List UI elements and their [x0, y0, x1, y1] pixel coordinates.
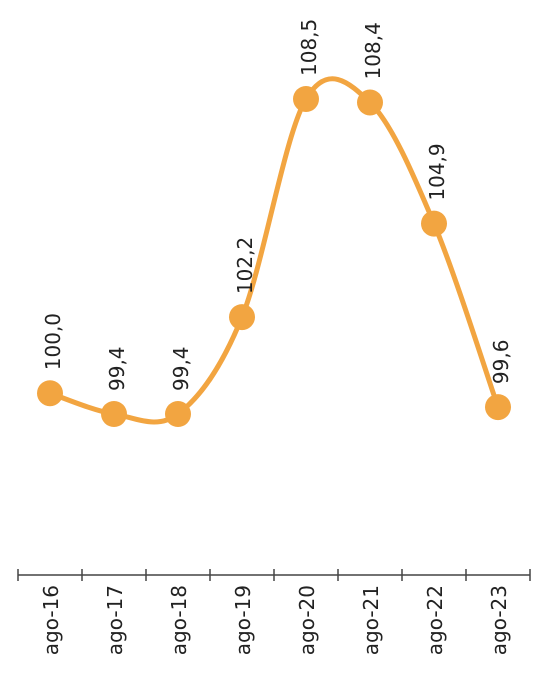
data-label: 108,5: [297, 19, 321, 76]
data-point: [357, 89, 383, 116]
data-label: 99,6: [489, 340, 513, 385]
x-tick-label: ago-19: [231, 585, 255, 655]
data-point: [229, 304, 255, 331]
x-tick-label: ago-17: [103, 585, 127, 655]
data-label: 108,4: [361, 22, 385, 79]
data-label: 102,2: [233, 237, 257, 294]
data-label: 99,4: [169, 346, 193, 391]
x-tick-label: ago-22: [423, 585, 447, 655]
x-tick-label: ago-21: [359, 585, 383, 655]
data-point: [485, 394, 511, 421]
data-point: [165, 401, 191, 427]
x-tick-label: ago-20: [295, 585, 319, 655]
x-tick-label: ago-18: [167, 585, 191, 655]
data-labels: 100,0 99,4 99,4 102,2 108,5 108,4 104,9 99,6: [41, 19, 513, 391]
data-label: 104,9: [425, 143, 449, 200]
data-point: [421, 210, 447, 237]
x-axis: ago-16 ago-17 ago-18 ago-19 ago-20 ago-21 ago-…: [17, 569, 531, 655]
data-point: [37, 380, 63, 407]
data-point: [293, 86, 319, 112]
x-tick-label: ago-16: [39, 585, 63, 655]
data-label: 99,4: [105, 346, 129, 391]
data-point: [101, 401, 127, 427]
data-label: 100,0: [41, 313, 65, 370]
x-tick-label: ago-23: [487, 585, 511, 655]
data-points: [37, 86, 511, 427]
